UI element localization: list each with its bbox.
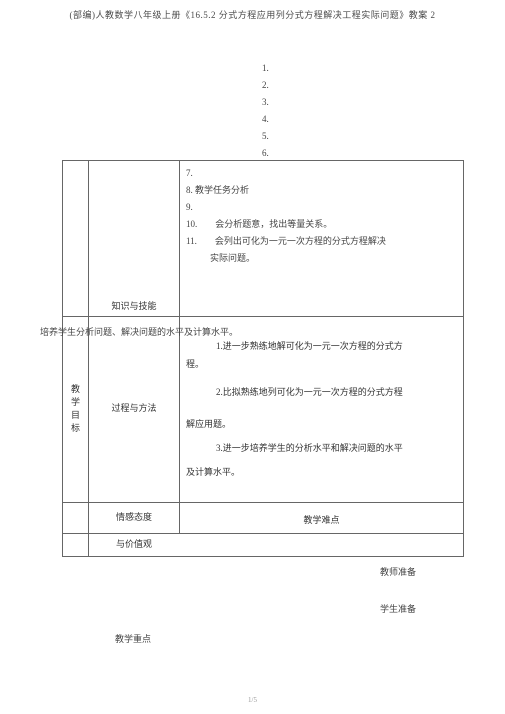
table-row: 情感态度 教学难点 bbox=[63, 503, 463, 534]
student-prep-label: 学生准备 bbox=[380, 602, 416, 615]
label-text: 过程与方法 bbox=[111, 401, 156, 414]
content-line: 3.进一步培养学生的分析水平和解决问题的水平 bbox=[186, 439, 457, 457]
list-item: 4. bbox=[262, 111, 269, 128]
list-item: 2. bbox=[262, 77, 269, 94]
label-text: 情感态度 bbox=[116, 510, 152, 523]
difficulty-label: 教学难点 bbox=[303, 515, 339, 525]
page-footer: 1/5 bbox=[0, 696, 505, 704]
list-item: 9. bbox=[186, 199, 386, 216]
col-a-spacer bbox=[63, 503, 89, 533]
vertical-label: 教学目标 bbox=[69, 384, 82, 436]
content-line: 及计算水平。 bbox=[186, 463, 457, 481]
knowledge-spill-text: 培养学生分析问题、解决问题的水平及计算水平。 bbox=[40, 325, 240, 338]
col-a-spacer bbox=[63, 534, 89, 556]
knowledge-skill-label: 知识与技能 bbox=[89, 161, 180, 316]
col-a-spacer bbox=[63, 161, 89, 316]
lesson-plan-table: 知识与技能 7. 8. 教学任务分析 9. 10. 会分析题意，找出等量关系。 … bbox=[62, 160, 464, 557]
attitude-label-2: 与价值观 bbox=[89, 534, 179, 556]
attitude-label-1: 情感态度 bbox=[89, 503, 180, 533]
label-text: 与价值观 bbox=[116, 537, 152, 550]
table-row: 知识与技能 7. 8. 教学任务分析 9. 10. 会分析题意，找出等量关系。 … bbox=[63, 161, 463, 317]
content-line: 2.比拟熟练地列可化为一元一次方程的分式方程 bbox=[186, 383, 457, 401]
list-item: 11. 会列出可化为一元一次方程的分式方程解决实际问题。 bbox=[186, 233, 386, 267]
list-item: 3. bbox=[262, 94, 269, 111]
table-row: 与价值观 bbox=[63, 534, 463, 557]
content-line: 程。 bbox=[186, 355, 457, 373]
list-item: 7. bbox=[186, 165, 386, 182]
list-item: 1. bbox=[262, 60, 269, 77]
process-content: 1.进一步熟练地解可化为一元一次方程的分式方 程。 2.比拟熟练地列可化为一元一… bbox=[180, 317, 463, 502]
teaching-goal-label: 教学目标 bbox=[63, 317, 89, 502]
page-title: (部编)人教数学八年级上册《16.5.2 分式方程应用列分式方程解决工程实际问题… bbox=[0, 0, 505, 21]
numbered-list-outer: 1. 2. 3. 4. 5. 6. bbox=[262, 60, 269, 162]
list-item: 8. 教学任务分析 bbox=[186, 182, 386, 199]
content-line: 1.进一步熟练地解可化为一元一次方程的分式方 bbox=[186, 337, 457, 355]
empty-cell bbox=[179, 534, 463, 556]
keypoint-label: 教学重点 bbox=[115, 632, 151, 645]
list-item: 5. bbox=[262, 128, 269, 145]
process-method-label: 过程与方法 bbox=[89, 317, 180, 502]
difficulty-cell: 教学难点 bbox=[180, 503, 463, 533]
content-line: 解应用题。 bbox=[186, 415, 457, 433]
teacher-prep-label: 教师准备 bbox=[380, 565, 416, 578]
table-row: 教学目标 过程与方法 1.进一步熟练地解可化为一元一次方程的分式方 程。 2.比… bbox=[63, 317, 463, 503]
knowledge-content: 7. 8. 教学任务分析 9. 10. 会分析题意，找出等量关系。 11. 会列… bbox=[180, 161, 463, 316]
list-item: 10. 会分析题意，找出等量关系。 bbox=[186, 216, 386, 233]
label-text: 知识与技能 bbox=[111, 299, 156, 312]
